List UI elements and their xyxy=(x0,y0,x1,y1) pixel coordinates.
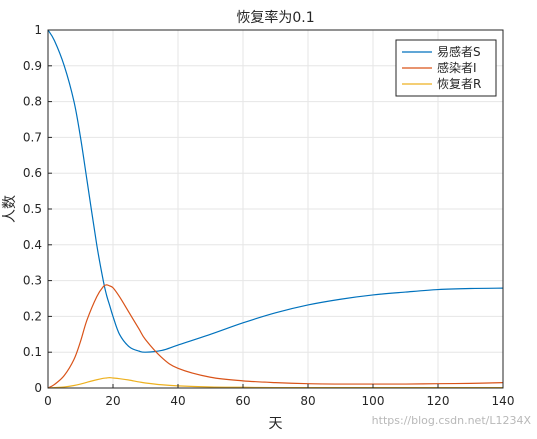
x-tick-label: 40 xyxy=(170,394,185,408)
legend-label: 易感者S xyxy=(437,44,481,59)
x-tick-label: 0 xyxy=(44,394,52,408)
y-tick-label: 0.8 xyxy=(23,95,42,109)
legend-label: 感染者I xyxy=(437,60,477,75)
y-tick-label: 0.3 xyxy=(23,274,42,288)
chart-title: 恢复率为0.1 xyxy=(236,9,314,26)
y-tick-label: 0.4 xyxy=(23,238,42,252)
y-axis-label: 人数 xyxy=(2,195,18,223)
x-tick-label: 80 xyxy=(300,394,315,408)
x-tick-label: 100 xyxy=(362,394,385,408)
x-tick-label: 20 xyxy=(105,394,120,408)
watermark: https://blog.csdn.net/L1234X xyxy=(372,414,532,427)
y-tick-label: 0.6 xyxy=(23,166,42,180)
series-line xyxy=(47,284,504,389)
y-tick-label: 1 xyxy=(34,23,42,37)
y-tick-label: 0.1 xyxy=(23,345,42,359)
legend-label: 恢复者R xyxy=(437,77,481,91)
ticks: 0 20 40 60 80 100 120 140 0 0.1 0.2 0.3 0.4 0.5 0.6 0.7… xyxy=(23,23,515,408)
x-axis-label: 天 xyxy=(269,416,283,432)
y-tick-label: 0.7 xyxy=(23,130,42,144)
y-tick-label: 0.2 xyxy=(23,309,42,323)
y-tick-label: 0.9 xyxy=(23,59,42,73)
y-tick-label: 0.5 xyxy=(23,202,42,216)
series-line xyxy=(47,29,504,353)
x-tick-label: 120 xyxy=(427,394,450,408)
grid xyxy=(48,30,503,388)
y-tick-label: 0 xyxy=(34,381,42,395)
x-tick-label: 60 xyxy=(235,394,250,408)
x-tick-label: 140 xyxy=(492,394,515,408)
